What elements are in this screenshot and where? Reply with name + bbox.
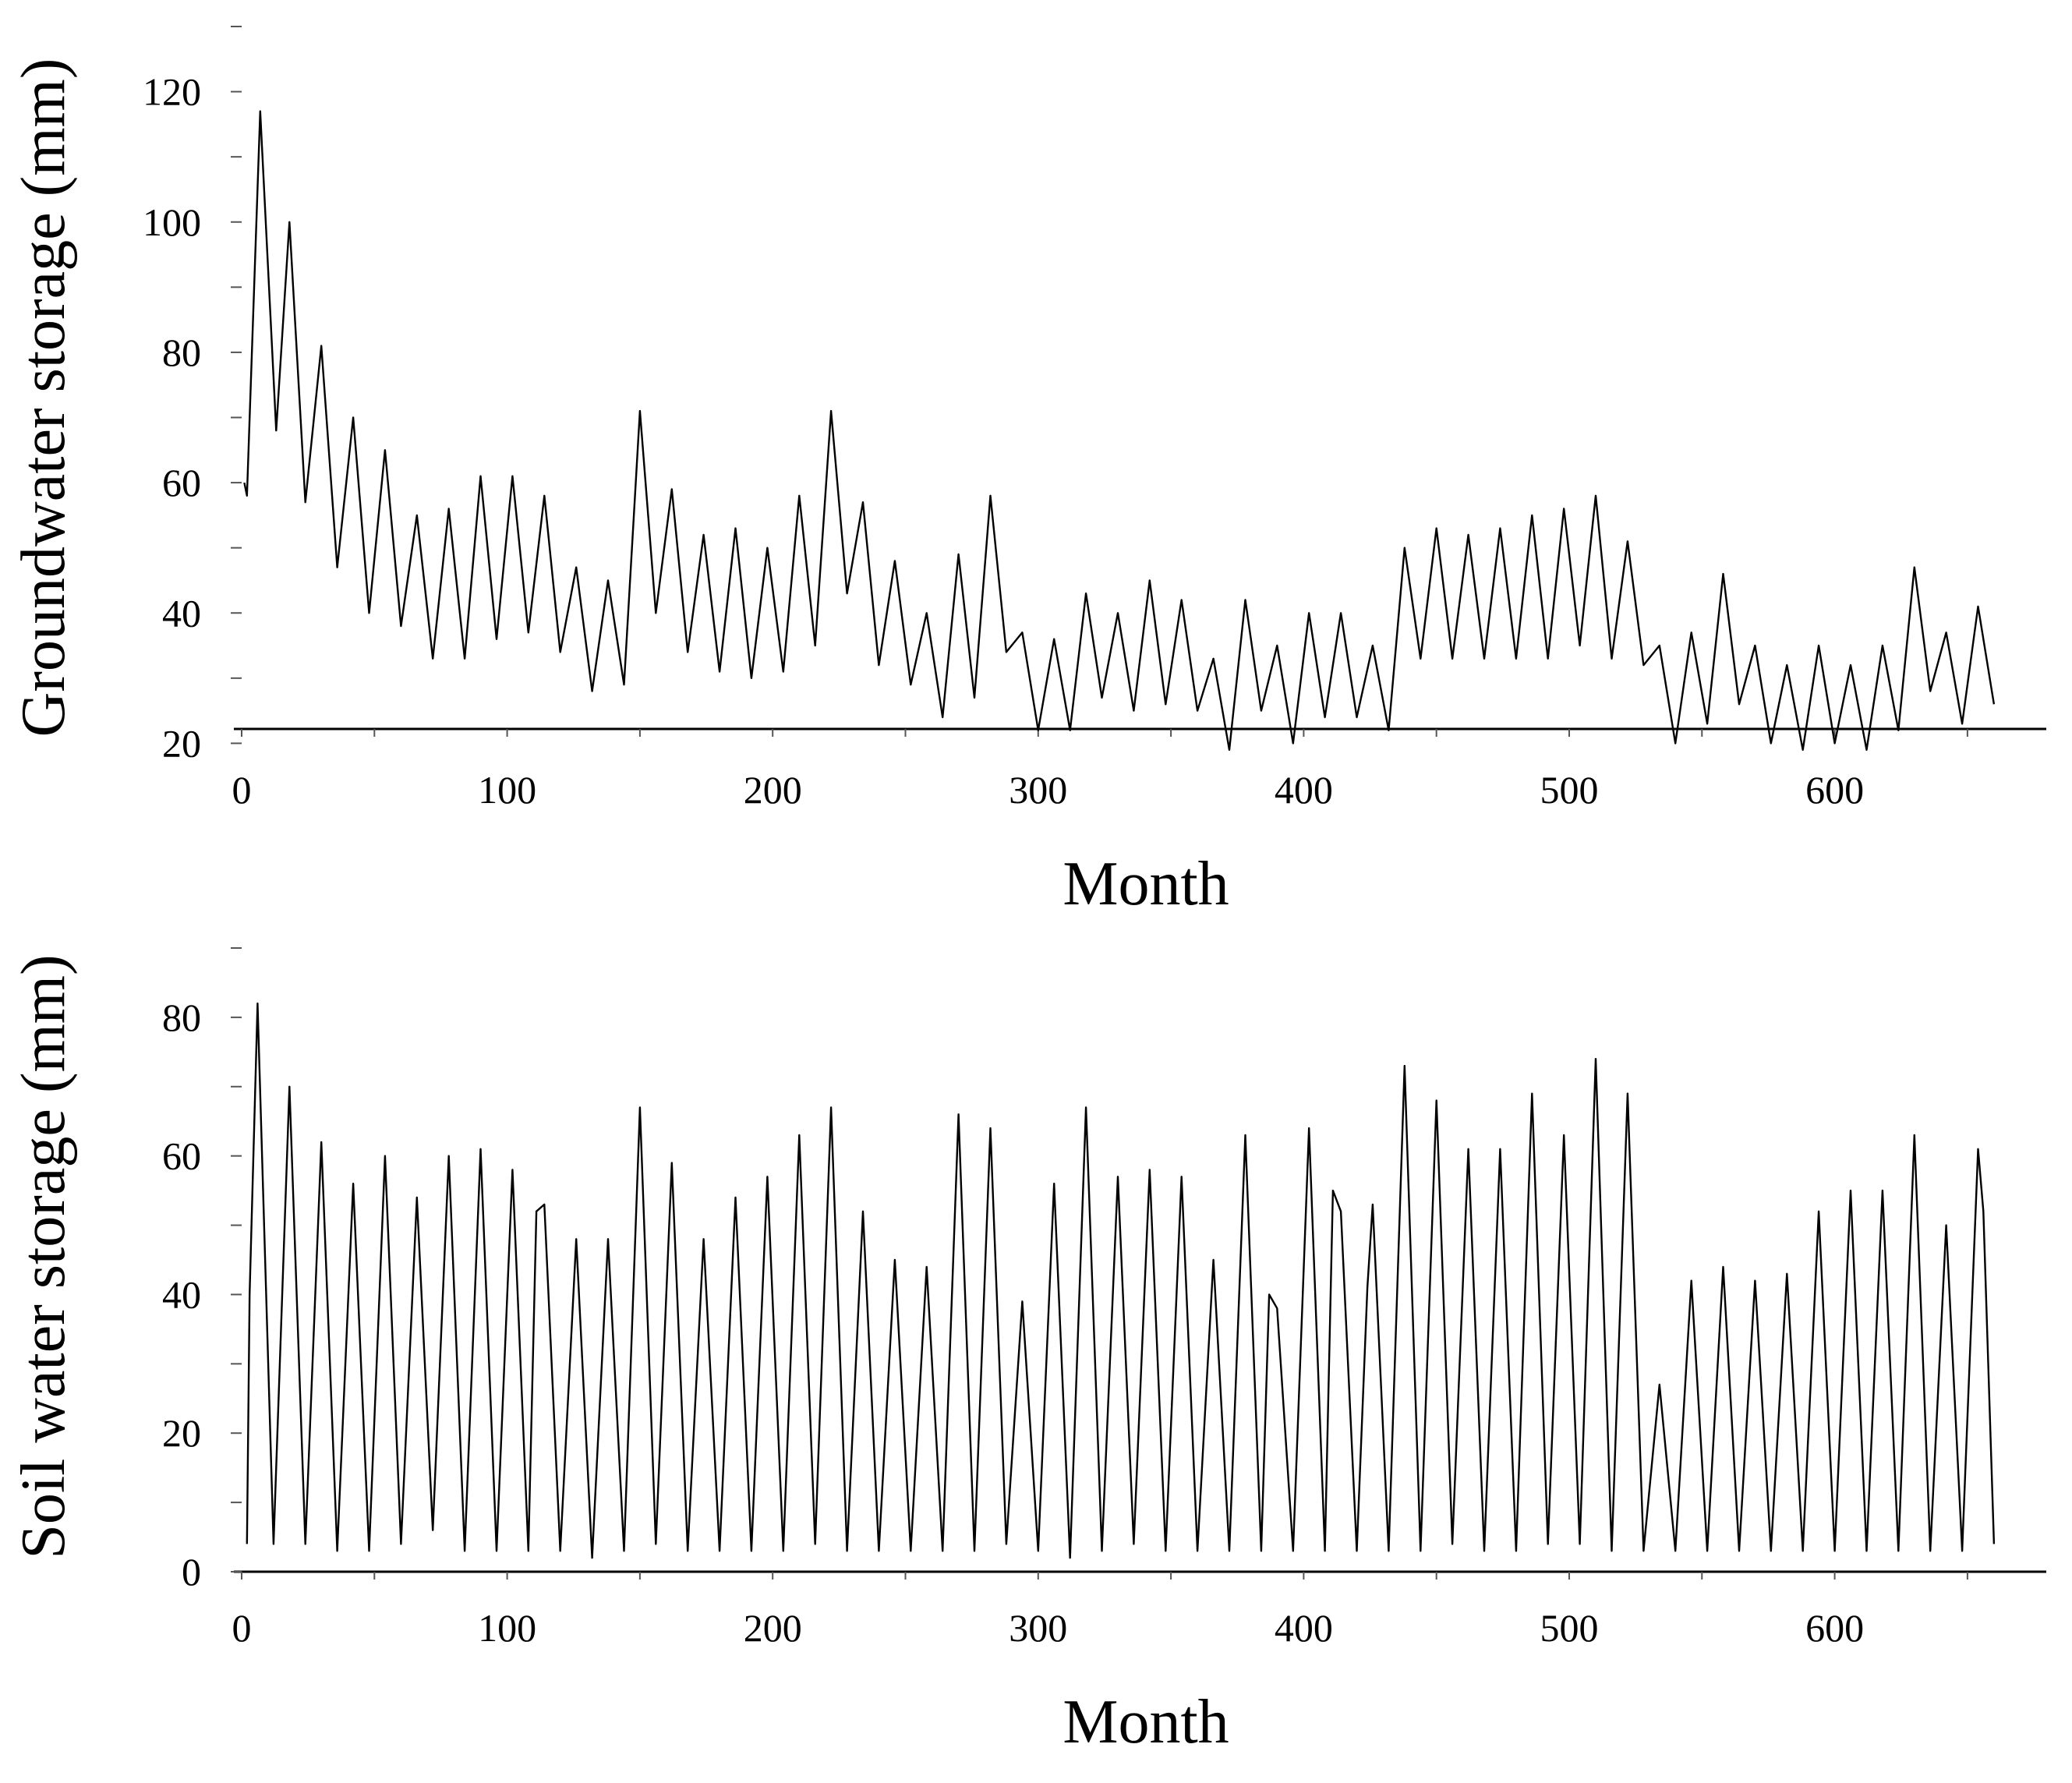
x-tick-label: 600 <box>1805 768 1864 812</box>
groundwater-panel: 0 100 200 300 400 500 600 20 40 60 80 100 120 Month Gr… <box>9 26 2046 918</box>
y-tick-label: 60 <box>162 461 201 504</box>
x-tick-label: 300 <box>1009 768 1067 812</box>
x-tick-label: 200 <box>744 1606 802 1650</box>
x-tick-label: 500 <box>1540 768 1598 812</box>
y-axis-title: Soil water storage (mm) <box>9 954 78 1558</box>
x-tick-label: 400 <box>1275 1606 1333 1650</box>
y-tick-label: 80 <box>162 331 201 374</box>
x-axis-title: Month <box>1063 1688 1229 1756</box>
y-tick-label: 0 <box>182 1550 201 1594</box>
y-tick-label: 60 <box>162 1134 201 1178</box>
y-tick-label: 120 <box>143 70 201 114</box>
soil-water-panel: 0 100 200 300 400 500 600 0 20 40 60 80 Month Soil wa… <box>9 947 2046 1756</box>
y-tick-label: 40 <box>162 591 201 635</box>
y-axis-title: Groundwater storage (mm) <box>9 58 78 738</box>
x-tick-label: 100 <box>478 1606 536 1650</box>
y-tick-label: 40 <box>162 1272 201 1316</box>
series-line <box>243 110 1996 751</box>
y-tick-label: 20 <box>162 1411 201 1455</box>
x-tick-label: 200 <box>744 768 802 812</box>
x-tick-label: 400 <box>1275 768 1333 812</box>
y-tick-label: 80 <box>162 996 201 1039</box>
x-tick-label: 100 <box>478 768 536 812</box>
series-line <box>246 1002 1996 1559</box>
x-tick-label: 300 <box>1009 1606 1067 1650</box>
x-tick-label: 500 <box>1540 1606 1598 1650</box>
y-tick-label: 20 <box>162 721 201 765</box>
x-tick-label: 600 <box>1805 1606 1864 1650</box>
y-tick-label: 100 <box>143 200 201 244</box>
x-tick-label: 0 <box>232 1606 252 1650</box>
x-tick-label: 0 <box>232 768 252 812</box>
x-axis-title: Month <box>1063 850 1229 918</box>
